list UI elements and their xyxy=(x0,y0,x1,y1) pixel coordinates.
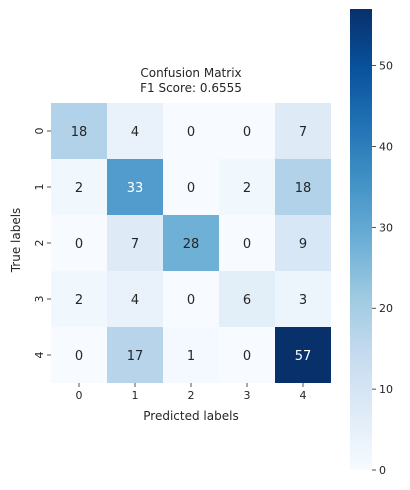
heatmap-cell-1-4 xyxy=(275,159,331,215)
heatmap-cell-4-0 xyxy=(51,327,107,383)
x-axis-label: Predicted labels xyxy=(143,409,238,423)
x-tick-label-1: 1 xyxy=(132,389,139,402)
heatmap-cell-0-1 xyxy=(107,103,163,159)
cell-value-3-2: 0 xyxy=(187,293,195,308)
cell-value-3-1: 4 xyxy=(131,293,139,308)
cell-value-4-0: 0 xyxy=(75,349,83,364)
cell-value-3-4: 3 xyxy=(299,293,307,308)
heatmap-cell-2-1 xyxy=(107,215,163,271)
heatmap-cell-1-1 xyxy=(107,159,163,215)
heatmap-cell-2-0 xyxy=(51,215,107,271)
x-tick-label-0: 0 xyxy=(76,389,83,402)
cell-value-0-0: 18 xyxy=(71,125,88,140)
heatmap-cell-2-3 xyxy=(219,215,275,271)
cell-value-0-4: 7 xyxy=(299,125,307,140)
y-tick-label-1: 1 xyxy=(33,184,46,191)
heatmap-cell-4-3 xyxy=(219,327,275,383)
heatmap-cell-3-0 xyxy=(51,271,107,327)
colorbar xyxy=(350,9,372,470)
heatmap-cell-2-4 xyxy=(275,215,331,271)
cell-value-2-2: 28 xyxy=(183,237,200,252)
cell-value-0-3: 0 xyxy=(243,125,251,140)
chart-title-line2: F1 Score: 0.6555 xyxy=(140,81,242,95)
cell-value-4-4: 57 xyxy=(295,349,312,364)
cell-value-3-0: 2 xyxy=(75,293,83,308)
cell-value-1-1: 33 xyxy=(127,181,144,196)
colorbar-tick-label-50: 50 xyxy=(379,60,393,73)
cell-value-0-1: 4 xyxy=(131,125,139,140)
heatmap-cell-0-4 xyxy=(275,103,331,159)
colorbar-tick-label-30: 30 xyxy=(379,221,393,234)
x-tick-label-4: 4 xyxy=(300,389,307,402)
cell-value-1-4: 18 xyxy=(295,181,312,196)
cell-value-4-1: 17 xyxy=(127,349,144,364)
heatmap-cell-1-2 xyxy=(163,159,219,215)
heatmap-cell-0-3 xyxy=(219,103,275,159)
colorbar-tick-label-10: 10 xyxy=(379,383,393,396)
y-tick-label-0: 0 xyxy=(33,128,46,135)
cell-value-2-4: 9 xyxy=(299,237,307,252)
heatmap-cell-4-4 xyxy=(275,327,331,383)
y-tick-label-3: 3 xyxy=(33,296,46,303)
heatmap-cell-4-2 xyxy=(163,327,219,383)
heatmap-cell-3-1 xyxy=(107,271,163,327)
heatmap-cell-3-3 xyxy=(219,271,275,327)
heatmap-cell-4-1 xyxy=(107,327,163,383)
cell-value-1-2: 0 xyxy=(187,181,195,196)
cell-value-4-3: 0 xyxy=(243,349,251,364)
heatmap-cell-2-2 xyxy=(163,215,219,271)
heatmap-cells: 18 4 0 0 7 2 33 0 2 18 0 7 28 0 9 2 4 0 6 3 0 17 1 0 57 xyxy=(51,103,331,383)
cell-value-2-0: 0 xyxy=(75,237,83,252)
heatmap-cell-3-2 xyxy=(163,271,219,327)
y-axis-label: True labels xyxy=(9,208,23,274)
cell-value-1-3: 2 xyxy=(243,181,251,196)
chart-title-line1: Confusion Matrix xyxy=(140,66,241,80)
cell-value-4-2: 1 xyxy=(187,349,195,364)
x-tick-label-3: 3 xyxy=(244,389,251,402)
y-tick-label-4: 4 xyxy=(33,352,46,359)
colorbar-tick-label-40: 40 xyxy=(379,140,393,153)
heatmap-cell-1-3 xyxy=(219,159,275,215)
cell-value-0-2: 0 xyxy=(187,125,195,140)
heatmap-cell-3-4 xyxy=(275,271,331,327)
colorbar-tick-label-0: 0 xyxy=(379,464,386,477)
cell-value-2-3: 0 xyxy=(243,237,251,252)
heatmap-cell-0-0 xyxy=(51,103,107,159)
x-tick-labels: 0 1 2 3 4 xyxy=(76,383,307,402)
colorbar-tick-label-20: 20 xyxy=(379,302,393,315)
heatmap-cell-1-0 xyxy=(51,159,107,215)
y-tick-label-2: 2 xyxy=(33,240,46,247)
cell-value-1-0: 2 xyxy=(75,181,83,196)
cell-value-3-3: 6 xyxy=(243,293,251,308)
cell-value-2-1: 7 xyxy=(131,237,139,252)
heatmap-cell-0-2 xyxy=(163,103,219,159)
y-tick-labels: 0 1 2 3 4 xyxy=(33,128,51,359)
x-tick-label-2: 2 xyxy=(188,389,195,402)
colorbar-ticks: 0 10 20 30 40 50 xyxy=(372,60,393,477)
